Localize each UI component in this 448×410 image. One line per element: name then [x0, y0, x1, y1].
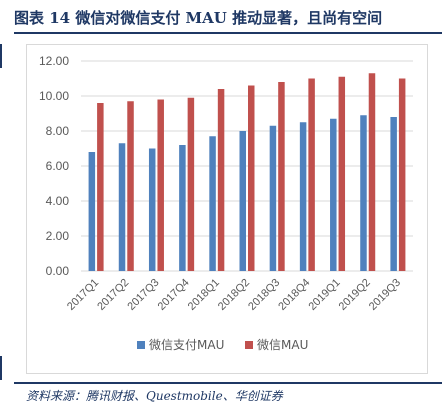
y-tick-label: 8.00 — [46, 124, 70, 138]
x-tick-label: 2017Q4 — [156, 277, 192, 313]
left-edge-rule-top — [0, 44, 2, 68]
y-tick-label: 0.00 — [46, 264, 70, 278]
bar-weixin-mau — [338, 76, 346, 271]
legend-swatch — [245, 341, 253, 349]
x-tick-label: 2018Q1 — [186, 277, 222, 313]
bar-weixin-mau — [308, 78, 315, 271]
legend-label: 微信MAU — [257, 338, 308, 352]
bar-weixin-mau — [127, 101, 134, 271]
bar-weixin-pay-mau — [269, 125, 277, 271]
figure-title: 图表 14 微信对微信支付 MAU 推动显著，且尚有空间 — [14, 9, 383, 27]
bar-weixin-pay-mau — [179, 145, 186, 271]
bar-weixin-pay-mau — [330, 118, 337, 271]
bar-weixin-mau — [278, 82, 285, 271]
bar-weixin-mau — [368, 73, 376, 271]
x-tick-label: 2019Q3 — [367, 277, 403, 313]
source-rule — [14, 382, 442, 384]
bar-weixin-mau — [217, 89, 225, 271]
bar-weixin-mau — [157, 99, 164, 271]
title-rule — [14, 32, 442, 34]
bar-chart: 0.002.004.006.008.0010.0012.002017Q12017… — [39, 54, 413, 352]
x-tick-label: 2017Q3 — [125, 277, 161, 313]
y-tick-label: 6.00 — [46, 159, 70, 173]
legend-swatch — [137, 341, 145, 349]
bar-weixin-pay-mau — [239, 131, 246, 271]
bar-weixin-pay-mau — [299, 122, 307, 271]
left-edge-rule-bottom — [0, 356, 2, 380]
x-tick-label: 2019Q2 — [337, 277, 373, 313]
x-tick-label: 2017Q2 — [95, 277, 131, 313]
legend-label: 微信支付MAU — [149, 338, 224, 352]
x-tick-label: 2019Q1 — [306, 277, 342, 313]
y-tick-label: 2.00 — [46, 229, 70, 243]
bar-weixin-pay-mau — [360, 115, 367, 271]
bar-weixin-pay-mau — [209, 136, 216, 271]
chart-area: 0.00 2.00 4.00 6.00 8.00 10.00 12.00 2017Q1 2017… — [26, 44, 428, 374]
source-note: 资料来源：腾讯财报、Questmobile、华创证券 — [26, 389, 283, 403]
bar-weixin-mau — [398, 78, 406, 271]
bar-weixin-mau — [97, 103, 104, 271]
x-tick-label: 2018Q2 — [216, 277, 252, 313]
bar-weixin-pay-mau — [390, 117, 397, 271]
bar-weixin-pay-mau — [148, 148, 156, 271]
bar-weixin-mau — [248, 85, 255, 271]
x-tick-label: 2018Q3 — [246, 277, 282, 313]
y-tick-label: 10.00 — [39, 89, 69, 103]
bar-weixin-pay-mau — [88, 152, 96, 271]
y-tick-label: 4.00 — [46, 194, 70, 208]
bar-weixin-mau — [187, 97, 195, 271]
x-tick-label: 2017Q1 — [65, 277, 101, 313]
bar-weixin-pay-mau — [118, 143, 126, 271]
y-tick-label: 12.00 — [39, 54, 69, 68]
x-tick-label: 2018Q4 — [276, 277, 312, 313]
